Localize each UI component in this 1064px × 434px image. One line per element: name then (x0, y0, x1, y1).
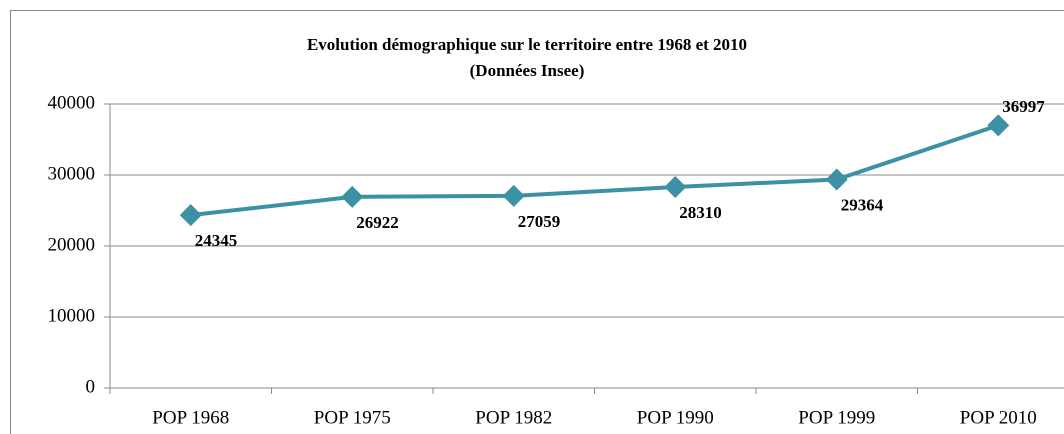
x-tick-label: POP 1975 (314, 407, 391, 428)
chart-subtitle: (Données Insee) (470, 61, 585, 80)
data-label: 29364 (841, 195, 884, 214)
x-tick-label: POP 1968 (152, 407, 229, 428)
marker (502, 184, 525, 207)
x-tick-label: POP 1990 (637, 407, 714, 428)
chart-title: Evolution démographique sur le territoir… (307, 35, 747, 54)
chart-frame (10, 10, 1064, 434)
data-label: 26922 (356, 213, 399, 232)
y-tick-label: 30000 (48, 163, 96, 184)
data-label: 27059 (518, 212, 561, 231)
marker (341, 185, 364, 208)
marker (664, 175, 687, 198)
marker (179, 204, 202, 227)
x-tick-label: POP 2010 (960, 407, 1037, 428)
x-tick-label: POP 1982 (475, 407, 552, 428)
data-label: 24345 (195, 231, 238, 250)
y-tick-label: 10000 (48, 305, 96, 326)
data-label: 36997 (1002, 97, 1045, 116)
marker (987, 114, 1010, 137)
y-tick-label: 20000 (48, 234, 96, 255)
marker (825, 168, 848, 191)
y-tick-label: 0 (86, 376, 96, 397)
data-label: 28310 (679, 203, 722, 222)
x-tick-label: POP 1999 (798, 407, 875, 428)
y-tick-label: 40000 (48, 92, 96, 113)
line (190, 123, 999, 218)
